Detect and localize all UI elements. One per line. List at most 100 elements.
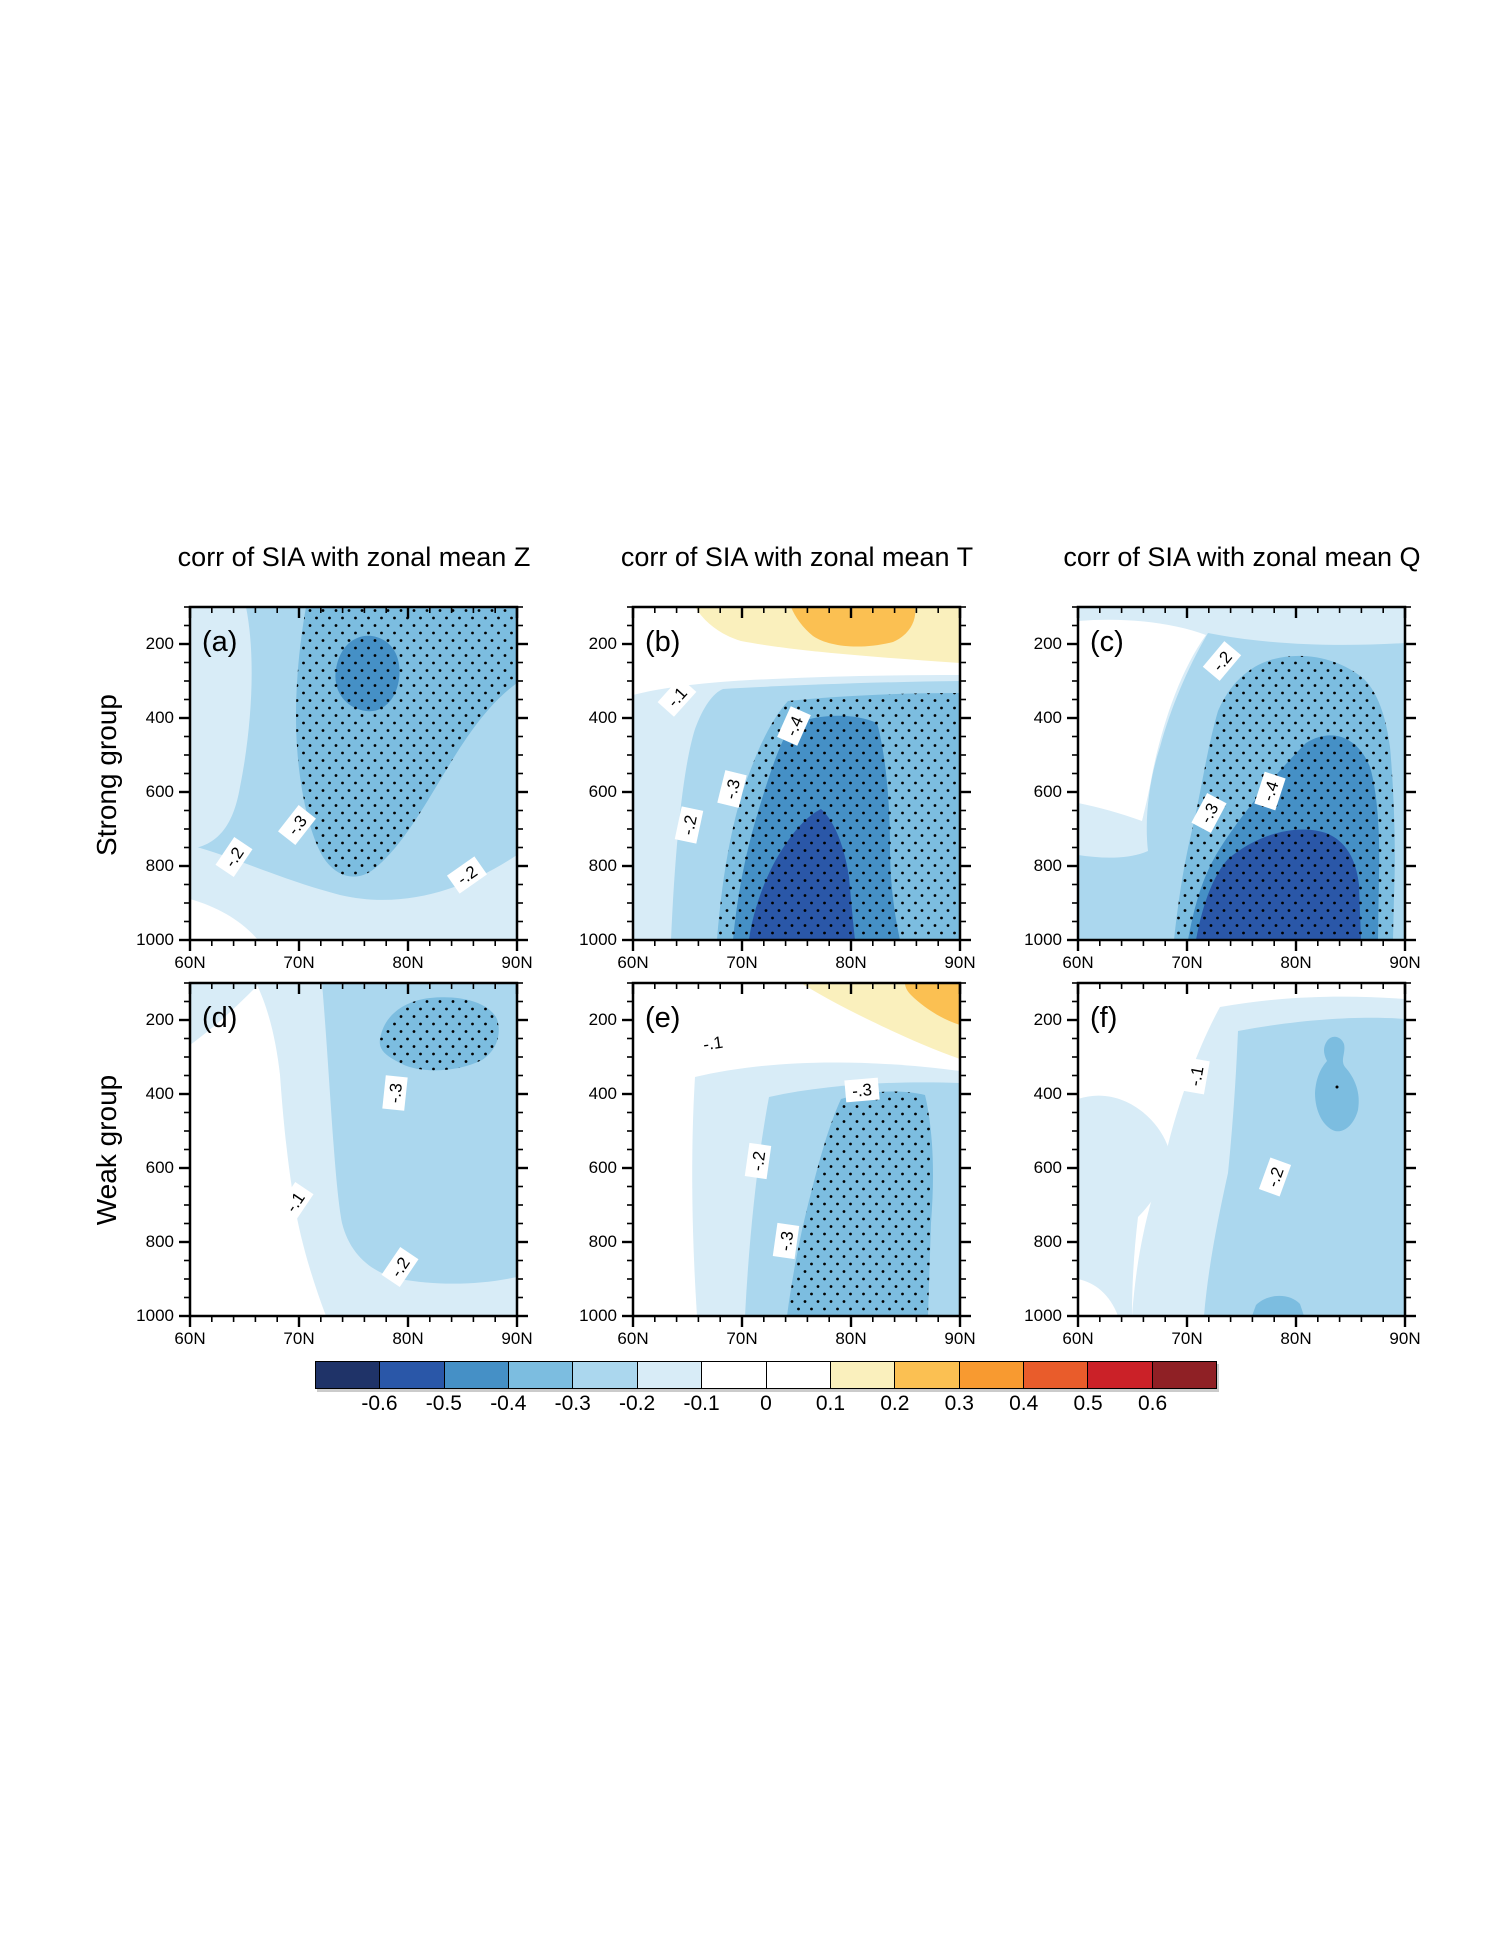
contour-label-text: -.3 bbox=[721, 777, 744, 801]
x-tick-label: 80N bbox=[835, 953, 867, 972]
stipple-overlay bbox=[787, 1091, 933, 1316]
contour-label-text: -.2 bbox=[678, 813, 701, 836]
y-tick-label: 800 bbox=[1033, 856, 1062, 875]
colorbar-tick-label: -0.5 bbox=[425, 1392, 462, 1415]
x-tick-label: 60N bbox=[174, 1329, 206, 1348]
contour-label-box bbox=[1202, 641, 1242, 681]
x-tick-label: 70N bbox=[283, 953, 315, 972]
colorbar-tick-label: -0.3 bbox=[554, 1392, 591, 1415]
contour-region-m3 bbox=[1315, 1036, 1359, 1132]
y-tick-label: 200 bbox=[1033, 634, 1062, 653]
stipple-overlay bbox=[296, 607, 517, 877]
colorbar-tick-label: 0.2 bbox=[880, 1392, 910, 1415]
contour-region-m3 bbox=[1252, 1295, 1304, 1316]
contour-label-box bbox=[772, 1222, 800, 1260]
x-tick-label: 60N bbox=[617, 953, 649, 972]
contour-label-text: -.2 bbox=[748, 1150, 770, 1172]
colorbar-segment bbox=[702, 1361, 767, 1389]
contour-label-box bbox=[744, 1142, 772, 1180]
stipple-overlay bbox=[717, 693, 960, 940]
y-tick-label: 200 bbox=[145, 634, 174, 653]
x-tick-label: 90N bbox=[944, 1329, 976, 1348]
colorbar-tick-label: 0 bbox=[760, 1392, 772, 1415]
y-tick-label: 800 bbox=[588, 856, 617, 875]
colorbar-segment bbox=[1088, 1361, 1153, 1389]
colorbar-segment bbox=[959, 1361, 1024, 1389]
x-tick-label: 80N bbox=[1280, 953, 1312, 972]
contour-region-m1 bbox=[190, 607, 252, 849]
panel-d: (d)-.3-.1-.2 bbox=[179, 981, 528, 1327]
contour-region-m1 bbox=[190, 983, 260, 1045]
y-tick-label: 600 bbox=[588, 1158, 617, 1177]
contour-label: -.4 bbox=[1254, 771, 1286, 811]
contour-label: -.3 bbox=[717, 770, 747, 808]
y-tick-label: 600 bbox=[1033, 1158, 1062, 1177]
contour-label-text: -.1 bbox=[1185, 1065, 1207, 1088]
colorbar-tick-label: 0.3 bbox=[944, 1392, 974, 1415]
y-tick-label: 1000 bbox=[579, 1306, 617, 1325]
panel-letter: (f) bbox=[1090, 1002, 1117, 1034]
stipple-overlay bbox=[379, 997, 499, 1071]
contour-label-box bbox=[844, 1077, 880, 1103]
colorbar-tick-label: 0.5 bbox=[1073, 1392, 1103, 1415]
colorbar-segment bbox=[895, 1361, 960, 1389]
y-tick-label: 600 bbox=[1033, 782, 1062, 801]
contour-label-box bbox=[1191, 793, 1227, 833]
y-tick-label: 600 bbox=[145, 782, 174, 801]
contour-label: -.2 bbox=[744, 1142, 772, 1180]
x-tick-label: 70N bbox=[283, 1329, 315, 1348]
colorbar-segment bbox=[509, 1361, 574, 1389]
panel-letter: (c) bbox=[1090, 626, 1124, 658]
colorbar-segment bbox=[766, 1361, 831, 1389]
y-tick-label: 400 bbox=[1033, 708, 1062, 727]
contour-region-m1 bbox=[190, 845, 517, 940]
contour-label: -.2 bbox=[674, 806, 704, 844]
y-tick-label: 800 bbox=[145, 856, 174, 875]
contour-label-box bbox=[1254, 771, 1286, 811]
colorbar-tick-label: 0.4 bbox=[1009, 1392, 1039, 1415]
colorbar-tick-label: -0.6 bbox=[361, 1392, 398, 1415]
panel-letter: (d) bbox=[202, 1002, 237, 1034]
x-tick-label: 80N bbox=[392, 1329, 424, 1348]
contour-label-box bbox=[674, 806, 704, 844]
panel-border bbox=[631, 981, 962, 1318]
panel-border bbox=[188, 981, 519, 1318]
x-tick-label: 70N bbox=[1171, 953, 1203, 972]
panel-a: (a)-.3-.2-.2 bbox=[179, 605, 528, 951]
y-tick-label: 800 bbox=[1033, 1232, 1062, 1251]
contour-label: -.3 bbox=[844, 1077, 880, 1103]
colorbar-segment bbox=[1152, 1361, 1218, 1389]
column-title-q: corr of SIA with zonal mean Q bbox=[1063, 542, 1421, 572]
colorbar-segment bbox=[444, 1361, 510, 1389]
contour-region-m1 bbox=[1078, 1095, 1169, 1316]
y-tick-label: 400 bbox=[145, 708, 174, 727]
contour-label-box bbox=[657, 677, 697, 717]
panel-border bbox=[631, 605, 962, 942]
y-tick-label: 1000 bbox=[136, 930, 174, 949]
panel-f: (f) -.1 -.2 bbox=[1067, 981, 1416, 1327]
x-tick-label: 90N bbox=[501, 953, 533, 972]
x-tick-label: 70N bbox=[1171, 1329, 1203, 1348]
x-tick-label: 90N bbox=[1389, 1329, 1421, 1348]
colorbar-segment bbox=[573, 1361, 638, 1389]
y-tick-label: 1000 bbox=[136, 1306, 174, 1325]
colorbar-segment bbox=[637, 1361, 703, 1389]
y-tick-label: 400 bbox=[588, 708, 617, 727]
y-tick-label: 800 bbox=[145, 1232, 174, 1251]
y-tick-label: 400 bbox=[145, 1084, 174, 1103]
panel-letter: (e) bbox=[645, 1002, 680, 1034]
x-tick-label: 80N bbox=[835, 1329, 867, 1348]
panel-c: (c)-.2-.3-.4 bbox=[1067, 605, 1416, 951]
x-tick-label: 90N bbox=[944, 953, 976, 972]
y-tick-label: 600 bbox=[145, 1158, 174, 1177]
contour-label-box bbox=[446, 856, 488, 894]
x-tick-label: 70N bbox=[726, 1329, 758, 1348]
y-tick-label: 1000 bbox=[1024, 1306, 1062, 1325]
contour-label-text: -.1 bbox=[702, 1033, 724, 1055]
contour-region-w bbox=[1078, 1279, 1118, 1316]
colorbar-segment bbox=[315, 1361, 381, 1389]
contour-label: -.1 bbox=[1182, 1057, 1210, 1095]
contour-label-box bbox=[278, 805, 316, 845]
contour-label: -.1 bbox=[694, 1029, 732, 1057]
